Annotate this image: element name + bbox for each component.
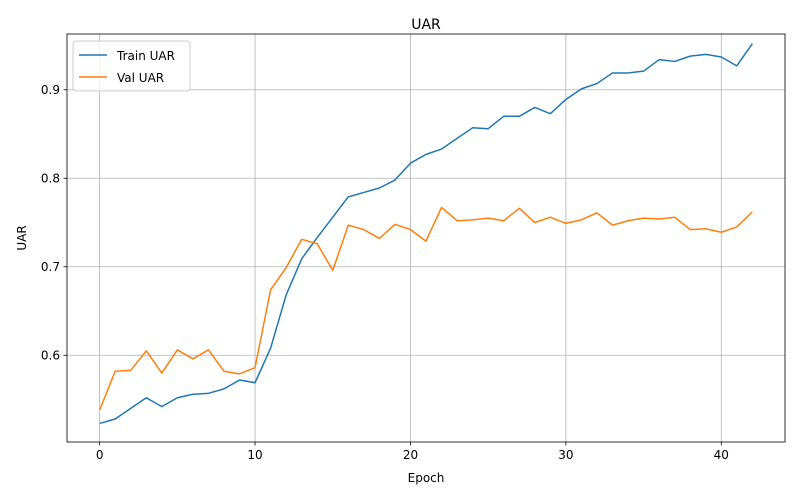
x-tick-label: 30 (558, 448, 573, 462)
y-axis-label: UAR (15, 225, 29, 250)
legend-box (72, 40, 191, 92)
plot-area-frame (66, 33, 786, 443)
legend-label-train-uar: Train UAR (116, 49, 175, 63)
x-tick-label: 0 (96, 448, 104, 462)
series-line-val-uar (98, 206, 753, 411)
legend-label-val-uar: Val UAR (117, 71, 164, 85)
x-tick-label: 40 (714, 448, 729, 462)
y-tick-label: 0.8 (41, 171, 60, 185)
y-tick-label: 0.7 (41, 260, 60, 274)
axis-ticks: 0 10 20 30 40 0.6 0.7 0.8 0.9 (41, 83, 729, 462)
y-tick-label: 0.9 (41, 83, 60, 97)
chart-title: UAR (411, 17, 441, 33)
series-line-train-uar (99, 43, 753, 425)
x-tick-label: 20 (403, 448, 418, 462)
x-tick-label: 10 (247, 448, 262, 462)
legend: Train UAR Val UAR (72, 40, 191, 92)
x-axis-label: Epoch (408, 471, 445, 485)
y-tick-label: 0.6 (41, 348, 60, 362)
series-layer (98, 43, 753, 425)
